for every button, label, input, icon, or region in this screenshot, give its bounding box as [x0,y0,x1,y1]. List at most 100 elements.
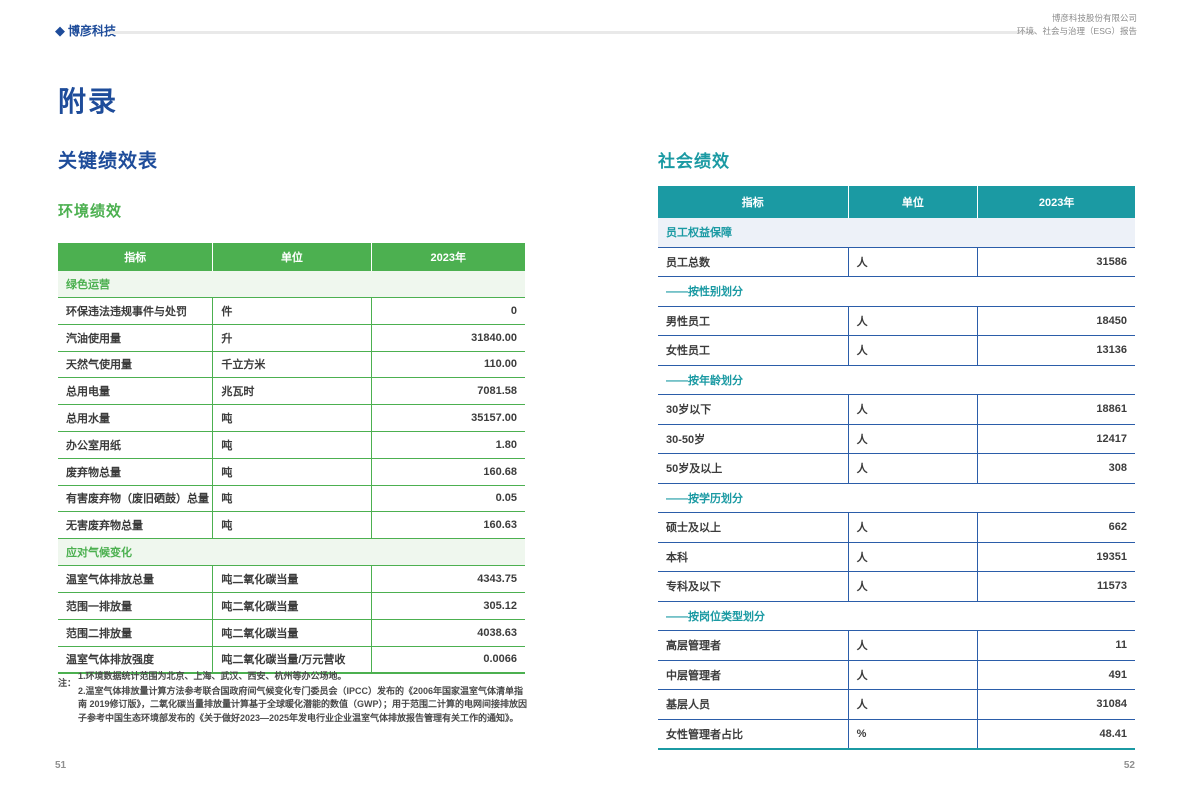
unit-cell: 人 [848,306,979,336]
page-number-right: 52 [1123,760,1135,771]
unit-cell: 兆瓦时 [212,377,372,406]
page-title-appendix: 附录 [58,86,119,117]
unit-cell: 吨 [212,458,372,486]
section-label: ——按年龄划分 [658,365,1135,395]
data-row: 员工总数人 31586 [658,247,1135,277]
subsection-title-environmental: 环境绩效 [58,203,123,220]
data-row: 中层管理者人 491 [658,660,1135,690]
indicator-cell: 男性员工 [658,306,849,336]
table-header-cell: 2023年 [371,243,525,271]
indicator-cell: 温室气体排放总量 [58,565,214,593]
indicator-cell: 中层管理者 [658,660,849,690]
value-cell: 48.41 [977,719,1135,750]
value-cell: 0.0066 [371,646,525,675]
report-title: 环境、社会与治理（ESG）报告 [1017,26,1137,36]
section-row: 绿色运营 [58,271,525,298]
logo-text: 博彦科技 [68,24,117,38]
section-label: ——按性别划分 [658,276,1135,307]
data-row: 总用水量吨 35157.00 [58,404,525,432]
unit-cell: 人 [848,571,979,602]
unit-cell: 人 [848,542,979,572]
indicator-cell: 女性员工 [658,335,849,366]
unit-cell: 人 [848,394,979,425]
value-cell: 31840.00 [371,324,525,352]
data-row: 办公室用纸吨 1.80 [58,431,525,459]
data-row: 女性员工人 13136 [658,335,1135,366]
indicator-cell: 办公室用纸 [58,431,214,459]
section-label: 员工权益保障 [658,218,1135,248]
unit-cell: 吨 [212,511,372,540]
subsection-row: ——按学历划分 [658,483,1135,513]
data-row: 环保违法违规事件与处罚件 0 [58,297,525,325]
social-performance-table: 指标 单位 2023年 员工权益保障 员工总数人 31586 ——按性别划分 男性员工人 184… [658,186,1135,750]
value-cell: 18861 [977,394,1135,425]
value-cell: 160.63 [371,511,525,540]
value-cell: 662 [977,512,1135,543]
company-name: 博彦科技股份有限公司 [1051,13,1137,23]
indicator-cell: 女性管理者占比 [658,719,849,750]
data-row: 温室气体排放强度 吨二氧化碳当量/万元营收 0.0066 [58,646,525,675]
unit-cell: 千立方米 [212,351,372,379]
data-row: 废弃物总量吨 160.68 [58,458,525,486]
value-cell: 4038.63 [371,619,525,647]
value-cell: 13136 [977,335,1135,366]
unit-cell: % [848,719,979,750]
data-row: 温室气体排放总量 吨二氧化碳当量 4343.75 [58,565,525,593]
indicator-cell: 30-50岁 [658,424,849,454]
value-cell: 31586 [977,247,1135,277]
indicator-cell: 天然气使用量 [58,351,214,379]
data-row: 总用电量 兆瓦时 7081.58 [58,377,525,406]
data-row: 基层人员人 31084 [658,689,1135,720]
indicator-cell: 30岁以下 [658,394,849,425]
data-row: 无害废弃物总量吨 160.63 [58,511,525,540]
unit-cell: 吨二氧化碳当量/万元营收 [212,646,372,675]
value-cell: 110.00 [371,351,525,379]
unit-cell: 吨二氧化碳当量 [212,619,372,647]
table-notes: 注： 1.环境数据统计范围为北京、上海、武汉、西安、杭州等办公场地。 2.温室气体… [58,670,530,726]
value-cell: 18450 [977,306,1135,336]
unit-cell: 人 [848,335,979,366]
value-cell: 0 [371,297,525,325]
subsection-title-social: 社会绩效 [658,152,730,171]
section-row: 应对气候变化 [58,538,525,567]
indicator-cell: 汽油使用量 [58,324,214,352]
value-cell: 7081.58 [371,377,525,406]
indicator-cell: 50岁及以上 [658,453,849,484]
data-row: 专科及以下人 11573 [658,571,1135,602]
indicator-cell: 基层人员 [658,689,849,720]
data-row: 高层管理者人 11 [658,630,1135,661]
indicator-cell: 无害废弃物总量 [58,511,214,540]
value-cell: 491 [977,660,1135,690]
unit-cell: 人 [848,247,979,277]
unit-cell: 吨 [212,431,372,459]
indicator-cell: 废弃物总量 [58,458,214,486]
logo-diamond-icon: ◆ [55,23,65,38]
table-header-cell: 指标 [58,243,214,271]
header-right-block: 博彦科技股份有限公司 环境、社会与治理（ESG）报告 [1017,12,1137,38]
data-row: 男性员工人 18450 [658,306,1135,336]
indicator-cell: 环保违法违规事件与处罚 [58,297,214,325]
data-row: 有害废弃物（废旧硒鼓）总量吨 0.05 [58,485,525,513]
header-divider [110,31,1035,34]
section-row: 员工权益保障 [658,218,1135,248]
table-header-row: 指标 单位 2023年 [58,243,525,271]
section-title-kpi-table: 关键绩效表 [58,151,159,172]
section-label: ——按岗位类型划分 [658,601,1135,631]
indicator-cell: 专科及以下 [658,571,849,602]
data-row: 女性管理者占比% 48.41 [658,719,1135,750]
subsection-row: ——按年龄划分 [658,365,1135,395]
value-cell: 12417 [977,424,1135,454]
notes-list: 1.环境数据统计范围为北京、上海、武汉、西安、杭州等办公场地。 2.温室气体排放量… [78,670,530,725]
data-row: 范围一排放量 吨二氧化碳当量 305.12 [58,592,525,620]
unit-cell: 吨二氧化碳当量 [212,565,372,593]
data-row: 硕士及以上人 662 [658,512,1135,543]
section-label: 绿色运营 [58,271,525,298]
indicator-cell: 有害废弃物（废旧硒鼓）总量 [58,485,214,513]
unit-cell: 吨二氧化碳当量 [212,592,372,620]
indicator-cell: 本科 [658,542,849,572]
unit-cell: 吨 [212,404,372,432]
indicator-cell: 总用水量 [58,404,214,432]
note-item: 1.环境数据统计范围为北京、上海、武汉、西安、杭州等办公场地。 [78,671,347,681]
indicator-cell: 范围二排放量 [58,619,214,647]
data-row: 本科人 19351 [658,542,1135,572]
